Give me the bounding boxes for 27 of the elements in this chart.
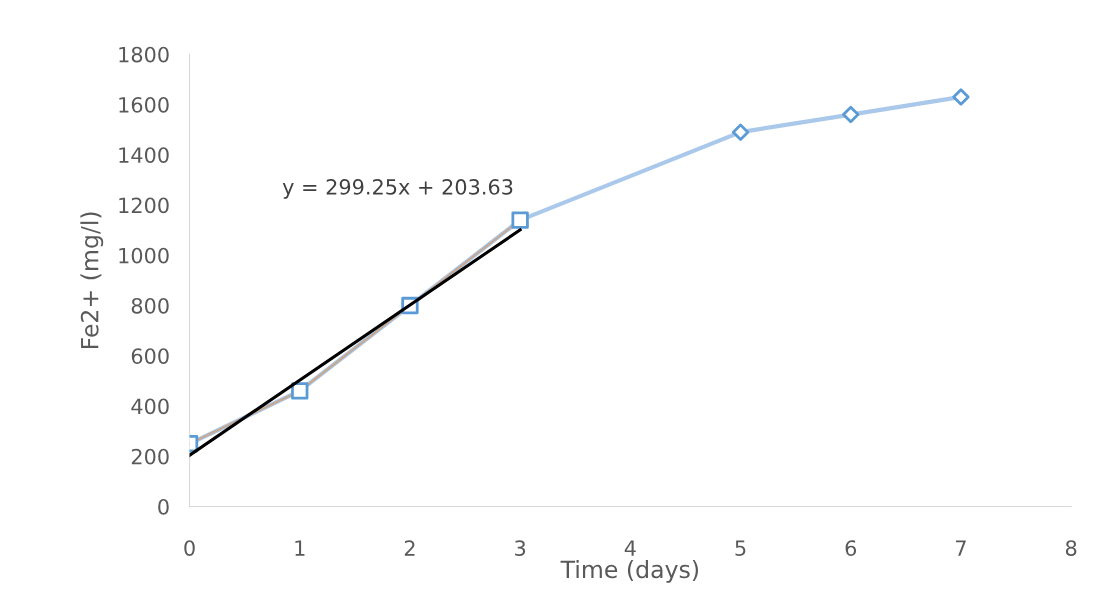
x-tick-label: 6 [845, 540, 857, 556]
x-tick-label: 7 [956, 540, 966, 556]
point [291, 382, 309, 400]
y-tick-label: 600 [131, 348, 169, 364]
point [842, 105, 860, 124]
x-tick-label: 1 [295, 540, 305, 556]
x-axis-title: Time (days) [560, 560, 699, 583]
y-tick-label: 1400 [119, 147, 169, 163]
x-tick-label: 3 [515, 540, 526, 556]
x-tick-label: 4 [624, 540, 636, 556]
y-tick-label: 0 [158, 498, 169, 515]
x-tick-label: 5 [735, 540, 746, 556]
annotation: y = 299.25x + 203.63 [282, 179, 513, 199]
point [952, 88, 970, 106]
y-tick-label: 200 [131, 448, 169, 465]
point [511, 211, 529, 229]
y-tick-label: 1200 [119, 197, 169, 214]
y-tick-label: 800 [131, 297, 169, 314]
y-tick-label: 400 [131, 398, 169, 415]
y-tick-label: 1800 [119, 46, 169, 63]
x-tick-label: 8 [1065, 540, 1077, 556]
x-tick-label: 2 [404, 540, 415, 556]
point [731, 123, 750, 141]
y-tick-label: 1600 [119, 96, 169, 113]
x-tick-label: 0 [184, 540, 195, 556]
y-axis-title: Fe2+ (mg/l) [80, 212, 104, 349]
y-tick-label: 1000 [119, 247, 169, 264]
